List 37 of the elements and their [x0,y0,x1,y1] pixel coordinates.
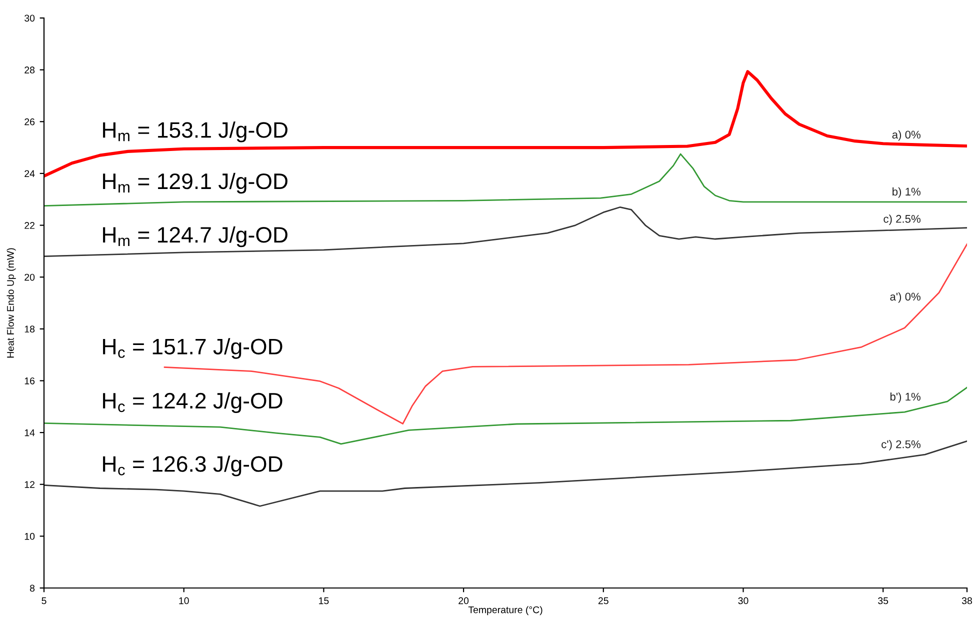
series-label: c') 2.5% [882,440,920,450]
series-label: b') 1% [890,392,920,403]
series-label: a) 0% [892,130,920,141]
x-tick-label: 15 [319,597,329,604]
series-label: a') 0% [890,292,920,303]
y-tick-label: 14 [24,429,35,436]
annotation: H$_{m}$ = 124.7 J/g-OD [103,226,288,248]
series-label: c) 2.5% [884,214,920,225]
annotation: H$_{c}$ = 126.3 J/g-OD [103,456,282,476]
x-tick-label: 38 [962,597,972,604]
x-tick-label: 5 [42,597,46,604]
x-tick-label: 30 [738,597,748,604]
line-series [44,206,967,258]
line-series [44,440,967,507]
y-tick-label: 18 [24,326,35,333]
x-tick-label: 25 [598,597,608,604]
annotation: H$_{c}$ = 151.7 J/g-OD [103,338,282,359]
y-tick-label: 22 [24,222,34,229]
x-axis-title: Temperature (°C) [468,606,542,616]
annotation: H$_{m}$ = 153.1 J/g-OD [103,122,288,142]
y-tick-label: 12 [24,481,34,488]
y-tick-label: 20 [24,274,35,281]
annotation: H$_{c}$ = 124.2 J/g-OD [103,392,282,414]
x-tick-label: 20 [458,597,469,604]
x-tick-label: 35 [878,597,888,604]
y-tick-label: 24 [24,170,35,177]
series-label: b) 1% [892,187,920,198]
y-tick-label: 30 [24,14,35,22]
y-axis-title: Heat Flow Endo Up (mW) [6,248,16,358]
y-tick-label: 10 [24,532,35,540]
annotation: H$_{m}$ = 129.1 J/g-OD [103,172,288,194]
y-tick-label: 16 [24,377,35,384]
x-tick-label: 10 [179,597,189,604]
line-series [44,153,967,207]
y-tick-label: 26 [24,118,35,126]
y-tick-label: 8 [30,584,35,592]
y-tick-label: 28 [24,66,35,74]
